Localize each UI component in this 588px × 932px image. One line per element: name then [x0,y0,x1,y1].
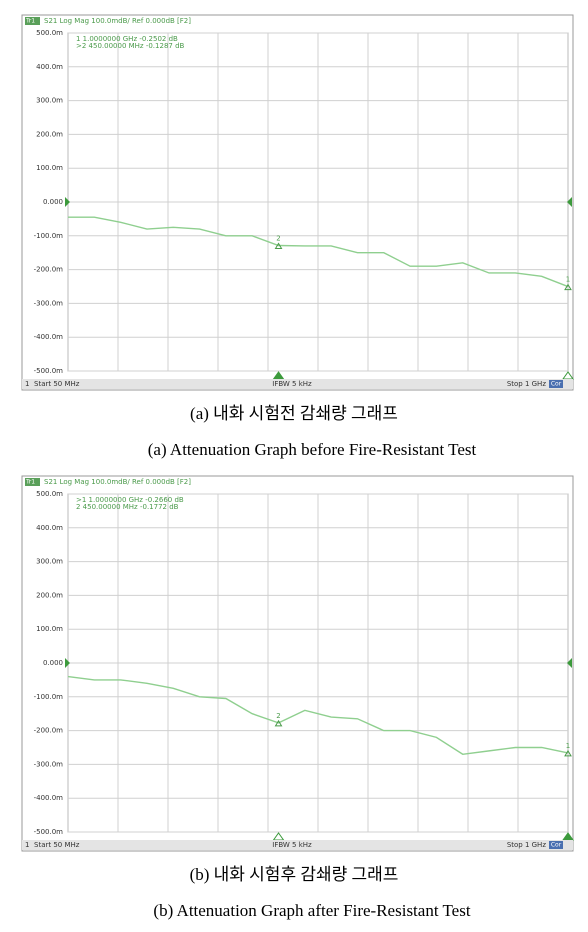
y-tick-label: -400.0m [34,333,64,341]
footer-bar [22,379,573,389]
caption-korean: (a) 내화 시험전 감쇄량 그래프 [190,404,398,423]
marker-point [274,242,283,250]
marker-readout: >1 1.0000000 GHz -0.2660 dB [76,496,184,504]
y-tick-label: 300.0m [36,97,63,105]
marker-label: 2 [276,712,280,720]
y-tick-label: 200.0m [36,591,63,599]
y-tick-label: -100.0m [34,232,64,240]
footer-ifbw: IFBW 5 kHz [272,841,312,849]
marker-label: 2 [276,235,280,243]
footer-start: Start 50 MHz [34,841,80,849]
ref-marker-right [567,197,572,207]
trace-tag-box [25,17,40,25]
trace-line [67,675,569,755]
footer-correction: Cor [551,381,562,388]
marker-point [564,749,572,757]
marker-readout: 2 450.00000 MHz -0.1772 dB [76,503,179,511]
y-tick-label: 100.0m [36,164,63,172]
y-tick-label: -200.0m [34,727,64,735]
footer-channel: 1 [25,841,29,849]
marker-point [564,283,572,291]
marker-label: 1 [566,276,570,284]
y-tick-label: -500.0m [34,367,64,375]
footer-stop: Stop 1 GHz [507,380,547,388]
correction-box [549,380,563,388]
footer-correction: Cor [551,842,562,849]
footer-bar [22,840,573,850]
caption-english: (a) Attenuation Graph before Fire-Resist… [148,440,477,459]
trace-tag: Tr1 [25,479,35,486]
footer-channel: 1 [25,380,29,388]
y-tick-label: 500.0m [36,490,63,498]
y-tick-label: 400.0m [36,524,63,532]
footer-stop: Stop 1 GHz [507,841,547,849]
y-tick-label: -400.0m [34,794,64,802]
y-tick-label: 100.0m [36,625,63,633]
y-tick-label: -100.0m [34,693,64,701]
y-tick-label: -300.0m [34,760,64,768]
y-tick-label: 400.0m [36,63,63,71]
ref-marker-left [65,197,70,207]
footer-ifbw: IFBW 5 kHz [272,380,312,388]
correction-box [549,841,563,849]
trace-header: S21 Log Mag 100.0mdB/ Ref 0.000dB [F2] [44,17,191,25]
footer-start: Start 50 MHz [34,380,80,388]
y-tick-label: 0.000 [43,659,63,667]
ref-marker-left [65,658,70,668]
caption-english: (b) Attenuation Graph after Fire-Resista… [153,901,470,920]
trace-tag: Tr1 [25,18,35,25]
marker-label: 1 [566,742,570,750]
trace-tag-box [25,478,40,486]
caption-korean: (b) 내화 시험후 감쇄량 그래프 [190,865,399,884]
marker-readout: >2 450.00000 MHz -0.1287 dB [76,42,185,50]
marker-point [274,719,283,727]
y-tick-label: -300.0m [34,299,64,307]
y-tick-label: -200.0m [34,266,64,274]
trace-header: S21 Log Mag 100.0mdB/ Ref 0.000dB [F2] [44,478,191,486]
y-tick-label: 500.0m [36,29,63,37]
marker-readout: 1 1.0000000 GHz -0.2502 dB [76,35,178,43]
trace-line [68,216,569,288]
y-tick-label: 300.0m [36,558,63,566]
y-tick-label: 200.0m [36,130,63,138]
y-tick-label: 0.000 [43,198,63,206]
ref-marker-right [567,658,572,668]
y-tick-label: -500.0m [34,828,64,836]
